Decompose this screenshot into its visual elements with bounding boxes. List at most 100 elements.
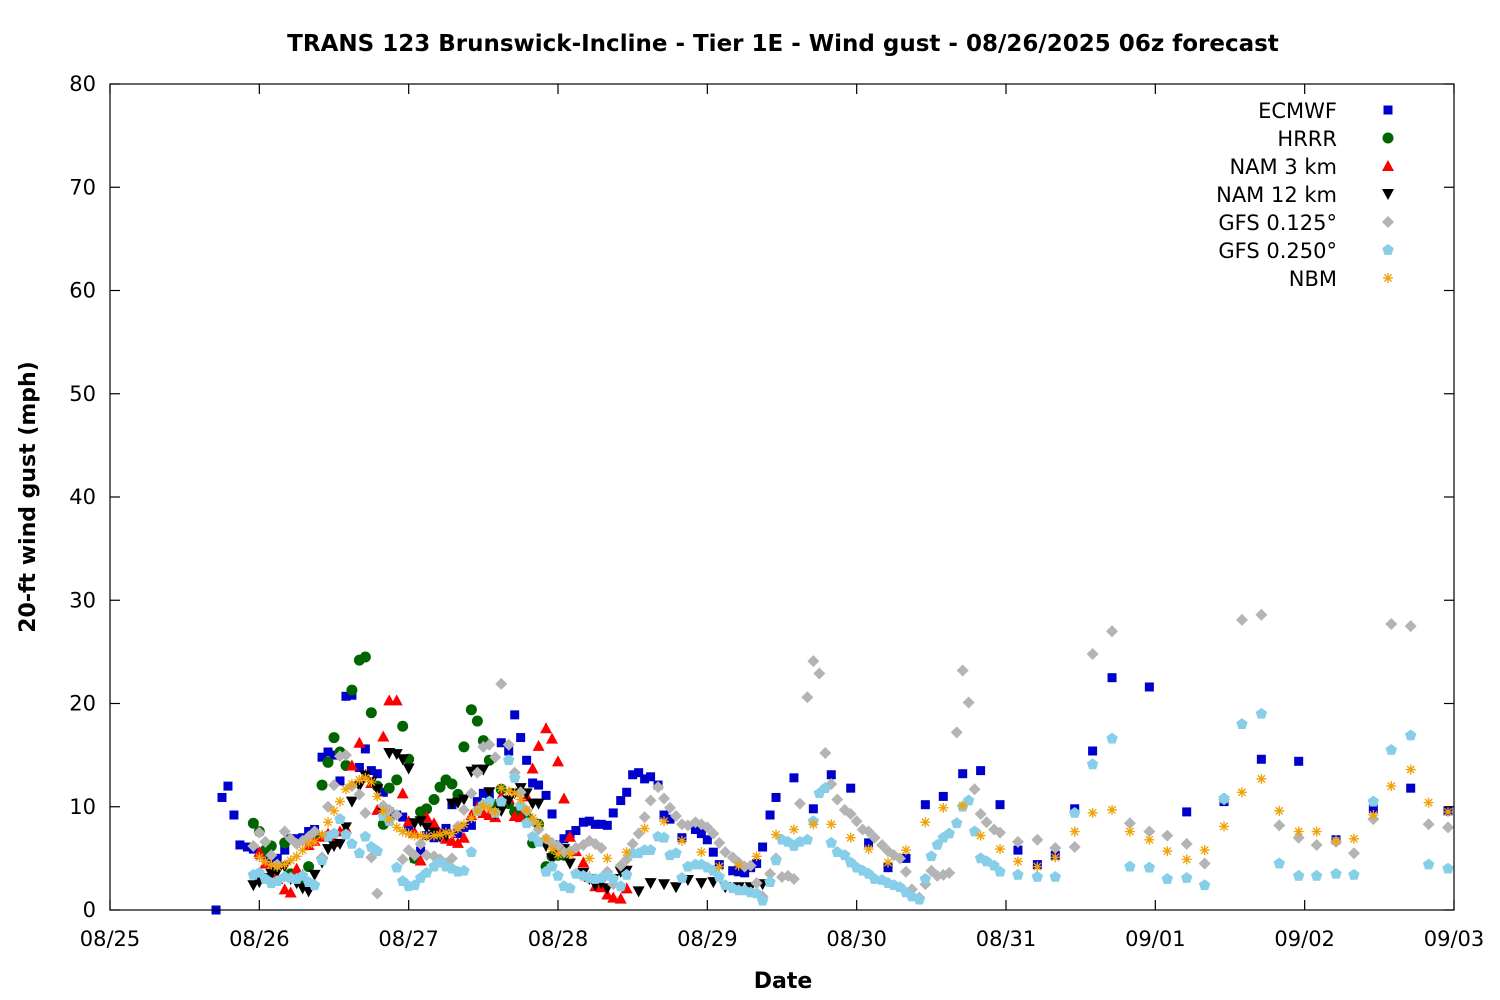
data-point-nbm [458,819,469,830]
data-point-nbm [1162,846,1173,857]
data-point-nbm [696,847,707,858]
data-point-gfs-0-250 [713,870,725,882]
data-point-ecmwf [752,859,762,869]
data-point-ecmwf [920,800,930,810]
data-point-hrrr [383,782,395,794]
data-point-nbm [378,805,389,816]
data-point-gfs-0-125 [1068,841,1081,854]
data-point-ecmwf [534,780,544,790]
data-point-gfs-0-250 [1086,758,1099,770]
data-point-nam-3-km [396,787,409,799]
data-point-nbm [1293,826,1304,837]
data-point-nbm [845,832,856,843]
data-point-nbm [621,847,632,858]
data-point-ecmwf [404,822,414,832]
x-tick-label: 08/31 [976,927,1037,951]
data-point-nam-12-km [644,878,657,890]
data-point-gfs-0-125 [644,794,657,807]
data-point-ecmwf [883,863,893,873]
data-point-gfs-0-250 [420,866,433,878]
data-point-nbm [1423,797,1434,808]
data-point-gfs-0-125 [408,849,421,862]
data-point-gfs-0-250 [1049,870,1061,882]
data-point-hrrr [328,732,340,744]
data-point-hrrr [421,803,433,815]
data-point-ecmwf [665,814,675,824]
data-point-ecmwf [1256,754,1266,764]
data-point-nbm [317,829,328,840]
data-point-nbm [421,831,432,842]
data-point-gfs-0-125 [943,866,956,879]
data-point-nam-12-km [247,880,260,892]
data-point-ecmwf [808,804,818,814]
data-point-nbm [323,817,334,828]
data-point-nbm [883,857,894,868]
data-point-gfs-0-125 [658,792,671,805]
data-point-ecmwf [634,768,644,778]
data-point-ecmwf [608,808,618,818]
y-tick-label: 20 [69,692,96,716]
data-point-ecmwf [1368,804,1378,814]
data-point-gfs-0-250 [819,782,832,794]
data-point-nam-12-km [502,795,515,807]
data-point-gfs-0-125 [353,788,366,801]
data-point-gfs-0-250 [520,817,533,829]
data-point-gfs-0-125 [1310,838,1323,851]
data-point-nam-3-km [414,854,427,866]
data-point-gfs-0-125 [850,815,863,828]
data-point-nbm [1032,861,1043,872]
y-tick-label: 30 [69,588,96,612]
data-point-nam-12-km [658,879,671,891]
legend-label: GFS 0.250° [1218,239,1337,263]
data-point-gfs-0-250 [353,847,366,859]
data-point-nbm [309,836,320,847]
data-point-gfs-0-250 [391,861,403,873]
data-point-nam-3-km [377,730,390,742]
data-point-nbm [391,822,402,833]
data-point-gfs-0-125 [1273,819,1286,832]
data-point-nam-12-km [669,882,682,894]
data-point-ecmwf [360,744,370,754]
data-point-ecmwf [547,809,557,819]
data-point-gfs-0-250 [308,879,321,891]
data-point-gfs-0-125 [701,821,714,834]
data-point-ecmwf [522,755,532,765]
x-tick-label: 08/25 [80,927,141,951]
data-point-nbm [714,861,725,872]
data-point-gfs-0-250 [503,754,515,766]
data-point-gfs-0-250 [1422,858,1435,870]
data-point-gfs-0-250 [1198,879,1211,891]
data-point-nam-12-km [322,844,335,856]
data-point-ecmwf [789,773,799,783]
data-point-ecmwf [416,846,426,856]
data-point-gfs-0-250 [919,873,932,884]
data-point-nbm [329,805,339,816]
data-point-gfs-0-125 [980,816,993,829]
data-point-gfs-0-125 [259,835,272,848]
series-nbm [254,764,1454,872]
data-point-hrrr [303,861,315,873]
data-point-nbm [291,851,302,862]
data-point-nbm [584,853,595,864]
data-point-gfs-0-250 [1218,792,1230,804]
data-point-gfs-0-125 [807,655,820,668]
data-point-ecmwf [958,769,968,779]
data-point-hrrr [458,741,470,753]
data-point-gfs-0-125 [787,873,800,886]
data-point-nbm [1050,852,1061,863]
data-point-ecmwf [496,738,506,748]
data-point-gfs-0-125 [457,803,470,816]
data-point-ecmwf [758,842,768,852]
data-point-nam-3-km [451,836,464,848]
data-point-ecmwf [646,772,656,782]
data-point-nam-3-km [284,886,297,898]
data-point-nam-12-km [483,787,496,799]
data-point-gfs-0-125 [801,691,814,704]
data-point-gfs-0-125 [750,877,763,890]
data-point-nbm [541,833,552,844]
data-point-gfs-0-125 [371,887,384,900]
data-point-ecmwf [510,710,520,720]
data-point-ecmwf [280,845,290,855]
data-point-ecmwf [659,810,669,820]
